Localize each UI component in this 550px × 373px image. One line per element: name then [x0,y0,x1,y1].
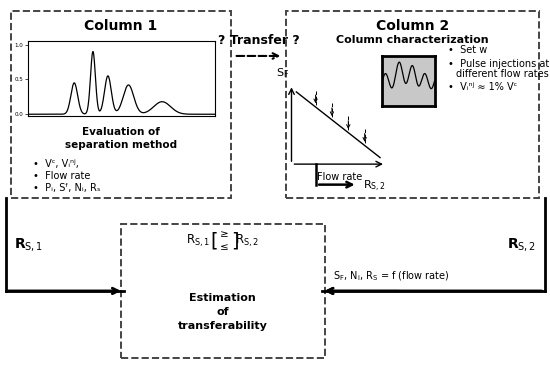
Text: •  Flow rate: • Flow rate [33,171,90,181]
Text: Flow rate: Flow rate [317,172,362,182]
Text: Column characterization: Column characterization [336,35,489,46]
Bar [286,11,539,198]
Text: •  Set w: • Set w [448,45,487,55]
Text: ≥: ≥ [220,229,229,239]
Text: different flow rates: different flow rates [456,69,549,79]
Text: S$_\mathsf{F}$, N$_\mathsf{i}$, R$_\mathsf{S}$ = f (flow rate): S$_\mathsf{F}$, N$_\mathsf{i}$, R$_\math… [333,270,449,283]
Text: ? Transfer ?: ? Transfer ? [218,34,299,47]
Text: Column 1: Column 1 [84,19,158,33]
Text: R$_\mathsf{S,2}$: R$_\mathsf{S,2}$ [363,179,386,194]
Text: S$_\mathsf{F}$: S$_\mathsf{F}$ [276,66,289,80]
Text: Estimation
of
transferability: Estimation of transferability [178,293,268,331]
Text: R$_\mathsf{S,2}$: R$_\mathsf{S,2}$ [507,236,536,253]
Text: R$_\mathsf{S,1}$: R$_\mathsf{S,1}$ [14,236,43,253]
Text: ]: ] [232,231,239,250]
Text: R$_\mathsf{S,1}$: R$_\mathsf{S,1}$ [186,232,210,249]
Text: •  Vᵢⁿʲ ≈ 1% Vᶜ: • Vᵢⁿʲ ≈ 1% Vᶜ [448,82,518,92]
Bar [121,224,324,358]
Text: Column 2: Column 2 [376,19,449,33]
Text: R$_\mathsf{S,2}$: R$_\mathsf{S,2}$ [235,232,260,249]
Text: •  Vᶜ, Vᵢⁿʲ,: • Vᶜ, Vᵢⁿʲ, [33,159,79,169]
Text: •  Pᵢ, Sᶠ, Nᵢ, Rₛ: • Pᵢ, Sᶠ, Nᵢ, Rₛ [33,183,101,193]
Text: Evaluation of
separation method: Evaluation of separation method [65,127,177,150]
Bar [11,11,231,198]
Text: •  Pulse injections at: • Pulse injections at [448,59,549,69]
Text: ≤: ≤ [220,242,229,252]
Text: [: [ [211,231,218,250]
